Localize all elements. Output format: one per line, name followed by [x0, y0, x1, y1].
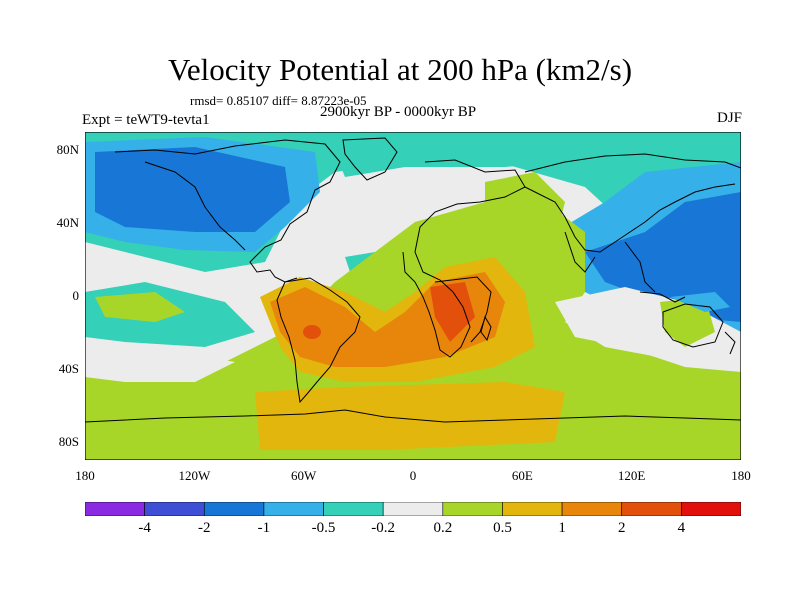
y-tick-label: 40S [58, 360, 79, 376]
colorbar-label: 4 [677, 520, 686, 536]
colorbar-swatch [85, 502, 145, 516]
x-tick-label: 0 [409, 468, 417, 483]
colorbar-swatch [621, 502, 682, 516]
colorbar-swatch [561, 502, 623, 516]
colorbar-swatch [502, 502, 563, 516]
colorbar-swatch [144, 502, 205, 516]
colorbar-label: -0.2 [371, 520, 396, 536]
season-label: DJF [716, 110, 742, 126]
colorbar-label: 0.5 [493, 520, 512, 536]
colorbar-swatch [203, 502, 265, 516]
chart-title: Velocity Potential at 200 hPa (km2/s) [167, 52, 633, 87]
x-tick-label: 120E [617, 468, 646, 483]
y-tick-label: 0 [72, 288, 80, 303]
x-tick-label: 60E [511, 468, 533, 483]
colorbar-label: -4 [138, 520, 151, 536]
colorbar-label: 0.2 [433, 520, 453, 536]
colorbar-swatch [442, 502, 503, 516]
colorbar-label: -0.5 [311, 520, 336, 536]
period-label: 2900kyr BP - 0000kyr BP [320, 104, 477, 120]
experiment-label: Expt = teWT9-tevta1 [82, 112, 210, 128]
colorbar [85, 502, 741, 516]
velocity-potential-map [85, 132, 741, 460]
y-tick-label: 80S [58, 433, 79, 449]
colorbar-label: 2 [617, 520, 626, 536]
colorbar-swatch [323, 502, 384, 516]
colorbar-swatch [382, 502, 444, 516]
x-tick-label: 180 [731, 468, 751, 483]
x-tick-label: 60W [291, 468, 317, 483]
x-tick-label: 120W [178, 468, 211, 483]
colorbar-swatch [681, 502, 741, 516]
colorbar-label: -1 [257, 520, 271, 536]
colorbar-swatch [263, 502, 324, 516]
y-tick-label: 40N [56, 215, 79, 231]
colorbar-label: 1 [558, 520, 566, 536]
colorbar-label: -2 [198, 520, 211, 536]
coastlines [85, 137, 741, 423]
x-tick-label: 180 [75, 468, 95, 483]
stats-subtitle: rmsd= 0.85107 diff= 8.87223e-05 [190, 93, 367, 108]
y-tick-label: 80N [56, 142, 79, 158]
contour-fill [85, 132, 741, 460]
